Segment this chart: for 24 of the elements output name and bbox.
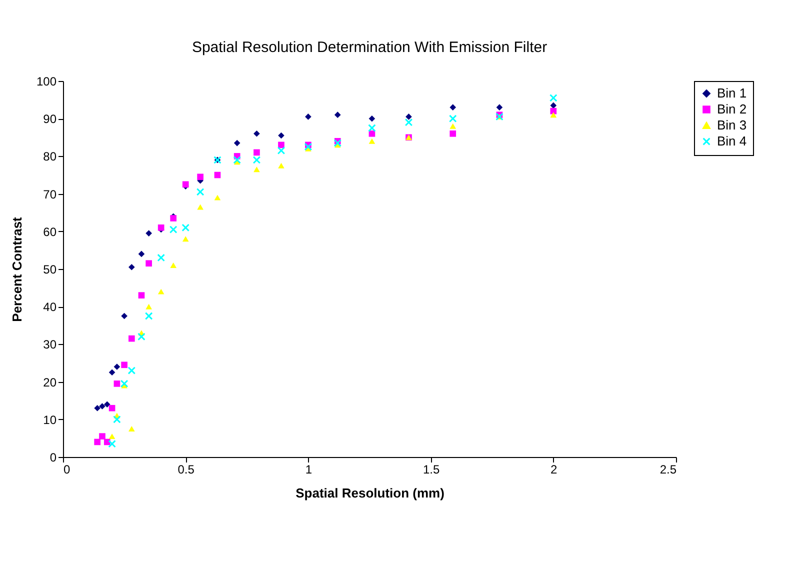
x-tick-label: 0 — [64, 462, 70, 476]
legend-label: Bin 4 — [717, 134, 747, 148]
y-axis-title: Percent Contrast — [9, 216, 24, 322]
y-tick-label: 90 — [43, 112, 57, 126]
x-tick-label: 1 — [305, 462, 312, 476]
y-tick-label: 70 — [43, 187, 57, 202]
x-tick-label: 2.5 — [660, 462, 677, 476]
y-tick-label: 30 — [43, 338, 57, 352]
y-tick-label: 60 — [43, 224, 57, 239]
legend-label: Bin 1 — [717, 86, 747, 100]
x-tick-label: 2 — [550, 462, 558, 476]
y-tick-label: 0 — [50, 450, 57, 464]
x-tick-label: 1.5 — [422, 462, 440, 476]
y-tick-label: 50 — [43, 262, 57, 276]
legend-label: Bin 2 — [717, 102, 747, 116]
y-tick-label: 40 — [43, 300, 57, 314]
y-tick-label: 20 — [43, 375, 57, 390]
x-tick-label: 0.5 — [178, 462, 195, 476]
chart-title: Spatial Resolution Determination With Emission Filter — [192, 39, 548, 56]
legend-label: Bin 3 — [717, 118, 747, 132]
y-tick-label: 10 — [43, 412, 57, 427]
y-tick-label: 80 — [43, 150, 57, 164]
x-axis-title: Spatial Resolution (mm) — [296, 486, 444, 500]
y-tick-label: 100 — [36, 74, 57, 88]
